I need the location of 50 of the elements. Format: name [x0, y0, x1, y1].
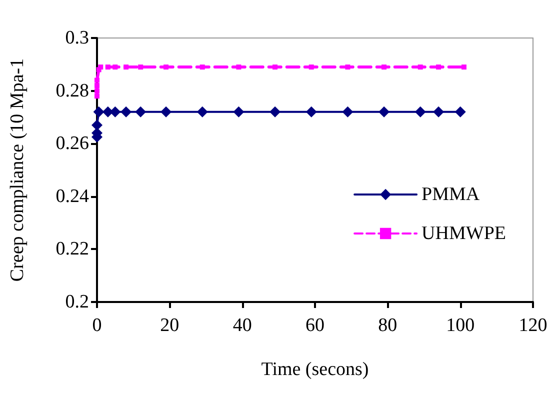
y-tick-label: 0.22	[56, 238, 89, 260]
y-tick-label: 0.24	[56, 186, 90, 207]
point	[135, 106, 146, 118]
x-tick-label: 120	[518, 315, 548, 336]
x-tick-label: 20	[160, 315, 180, 336]
point	[461, 64, 466, 70]
point	[94, 78, 100, 83]
x-tick-label: 0	[92, 315, 102, 336]
point	[306, 106, 317, 118]
point	[433, 106, 444, 118]
y-tick-label: 0.3	[65, 28, 89, 48]
point	[105, 64, 110, 70]
x-tick-label: 100	[446, 315, 475, 336]
point	[272, 64, 278, 70]
point	[233, 106, 244, 118]
point	[120, 106, 132, 118]
point	[308, 64, 314, 70]
point	[200, 64, 205, 70]
point	[124, 64, 129, 70]
point	[98, 64, 104, 70]
point	[164, 64, 169, 70]
point	[196, 106, 208, 118]
point	[112, 64, 118, 70]
point	[382, 64, 387, 70]
point	[454, 106, 466, 118]
point	[94, 88, 100, 94]
point	[138, 64, 144, 70]
point	[102, 106, 114, 118]
point	[378, 106, 390, 118]
y-tick-label: 0.2	[65, 292, 89, 312]
point	[418, 64, 423, 70]
legend-label: PMMA	[422, 184, 480, 205]
point	[345, 64, 350, 70]
point	[160, 106, 172, 118]
point	[93, 106, 104, 118]
point	[94, 94, 100, 99]
point	[414, 106, 426, 118]
point	[236, 64, 242, 70]
x-tick-label: 80	[378, 315, 398, 336]
point	[94, 83, 100, 88]
y-axis-title: Creep compliance (10 Mpa-1	[7, 58, 28, 282]
point	[436, 64, 442, 70]
y-tick-label: 0.26	[56, 133, 89, 154]
point	[270, 106, 281, 118]
legend-label: UHMWPE	[422, 223, 506, 244]
y-tick-label: 0.28	[56, 80, 89, 102]
point	[342, 106, 354, 118]
x-tick-label: 40	[232, 315, 252, 336]
x-tick-label: 60	[306, 315, 324, 336]
x-axis-title: Time (secons)	[261, 359, 369, 380]
